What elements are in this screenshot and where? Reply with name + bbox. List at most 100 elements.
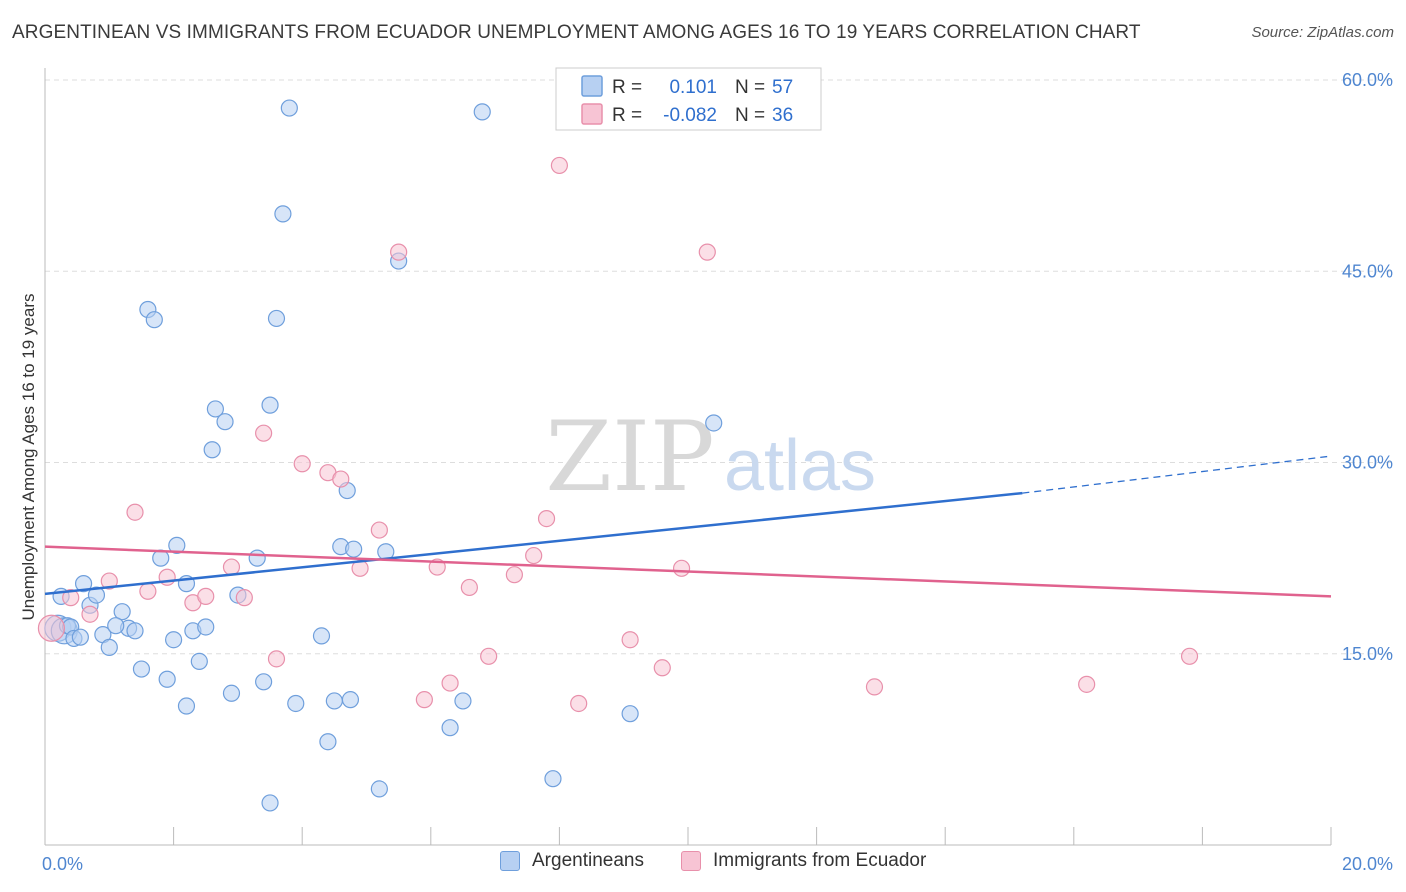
data-point-pink [81, 605, 99, 623]
data-point-blue [107, 617, 125, 635]
data-point-pink [570, 694, 588, 713]
data-point-pink [505, 566, 523, 584]
legend-n-label: N = [735, 77, 765, 98]
trend-line-pink [44, 545, 1332, 598]
gridlines [45, 79, 1392, 655]
data-point-pink [390, 243, 408, 261]
data-point-blue [454, 692, 472, 710]
data-point-pink [550, 156, 569, 175]
data-point-pink [698, 243, 716, 261]
data-point-blue [222, 684, 241, 702]
y-tick-label: 60.0% [1342, 70, 1393, 90]
data-point-blue [168, 536, 186, 554]
data-point-blue [100, 638, 118, 656]
data-point-pink [415, 691, 433, 709]
bottom-legend: Argentineans Immigrants from Ecuador [0, 850, 1406, 880]
data-point-blue [145, 311, 163, 329]
legend-item-ecuador: Immigrants from Ecuador [681, 850, 926, 872]
data-point-pink [235, 589, 253, 607]
data-point-pink [653, 659, 671, 677]
watermark-zip: ZIP [545, 401, 714, 513]
y-tick-label: 15.0% [1342, 644, 1393, 664]
data-point-blue [132, 660, 151, 678]
trend-line-blue [44, 491, 1023, 596]
legend: R = 0.101 N = 57 R = -0.082 N = 36 [555, 67, 822, 131]
data-point-blue [190, 652, 208, 671]
legend-r-label: R = [612, 77, 642, 98]
watermark-atlas: atlas [724, 426, 876, 506]
data-point-blue [74, 575, 93, 593]
data-point-blue [621, 705, 639, 723]
data-point-pink [865, 678, 884, 696]
data-point-blue [345, 540, 363, 558]
data-point-pink [37, 614, 66, 642]
data-point-pink [1078, 675, 1096, 693]
legend-n-label: N = [735, 105, 765, 126]
data-point-pink [537, 509, 556, 528]
data-point-pink [621, 631, 639, 649]
legend-r-label: R = [612, 105, 642, 126]
data-point-blue [705, 414, 723, 432]
legend-n-value: 57 [772, 77, 793, 98]
source-label: Source: ZipAtlas.com [1251, 24, 1394, 41]
data-point-blue [177, 697, 196, 715]
data-point-pink [1180, 647, 1199, 665]
data-point-blue [197, 618, 215, 636]
axes [44, 68, 1332, 846]
data-point-blue [319, 733, 337, 751]
data-point-blue [370, 780, 388, 798]
data-point-blue [312, 627, 331, 645]
data-point-blue [158, 670, 176, 688]
data-point-blue [287, 694, 305, 713]
data-point-blue [261, 396, 279, 414]
data-point-pink [525, 546, 543, 565]
data-point-blue [473, 103, 491, 121]
legend-swatch-blue [581, 75, 603, 97]
x-tick-label: 0.0% [42, 854, 83, 874]
chart-title: ARGENTINEAN VS IMMIGRANTS FROM ECUADOR U… [12, 22, 1141, 43]
data-point-blue [165, 631, 183, 649]
data-point-blue [71, 628, 89, 646]
data-point-pink [332, 470, 350, 488]
y-tick-label: 30.0% [1342, 453, 1393, 473]
y-axis-label: Unemployment Among Ages 16 to 19 years [19, 294, 38, 621]
data-point-blue [216, 413, 234, 431]
data-point-pink [460, 578, 478, 597]
data-point-pink [672, 559, 691, 577]
data-point-blue [87, 586, 106, 604]
data-point-pink [139, 582, 157, 600]
data-point-blue [261, 794, 279, 812]
legend-swatch-argentineans [500, 851, 520, 871]
data-point-pink [480, 647, 498, 665]
data-point-blue [113, 603, 131, 621]
tick-labels: 15.0% 30.0% 45.0% 60.0% 0.0% 20.0% [42, 70, 1393, 874]
data-point-blue [274, 205, 292, 223]
data-point-blue [126, 622, 144, 640]
data-point-blue [341, 691, 360, 709]
legend-label-ecuador: Immigrants from Ecuador [713, 850, 927, 871]
x-tick-label: 20.0% [1342, 854, 1393, 874]
data-point-pink [267, 650, 286, 668]
y-tick-label: 45.0% [1342, 261, 1393, 281]
data-point-blue [441, 719, 459, 737]
data-point-pink [100, 572, 118, 590]
data-point-blue [206, 400, 224, 418]
data-point-blue [248, 549, 266, 567]
data-point-blue [280, 99, 298, 117]
legend-swatch-pink [581, 103, 603, 125]
legend-item-argentineans: Argentineans [500, 850, 644, 872]
data-point-pink [370, 521, 388, 539]
data-point-pink [62, 589, 80, 607]
trend-lines [44, 455, 1332, 598]
data-point-pink [126, 503, 144, 521]
trend-line-extension-blue [1022, 455, 1332, 494]
data-point-blue [203, 441, 221, 459]
data-point-pink [197, 587, 215, 605]
data-point-blue [325, 692, 343, 710]
legend-n-value: 36 [772, 105, 793, 126]
data-point-pink [441, 674, 459, 692]
data-point-pink [293, 455, 311, 473]
legend-r-value: -0.082 [663, 105, 717, 126]
data-point-blue [267, 309, 286, 328]
